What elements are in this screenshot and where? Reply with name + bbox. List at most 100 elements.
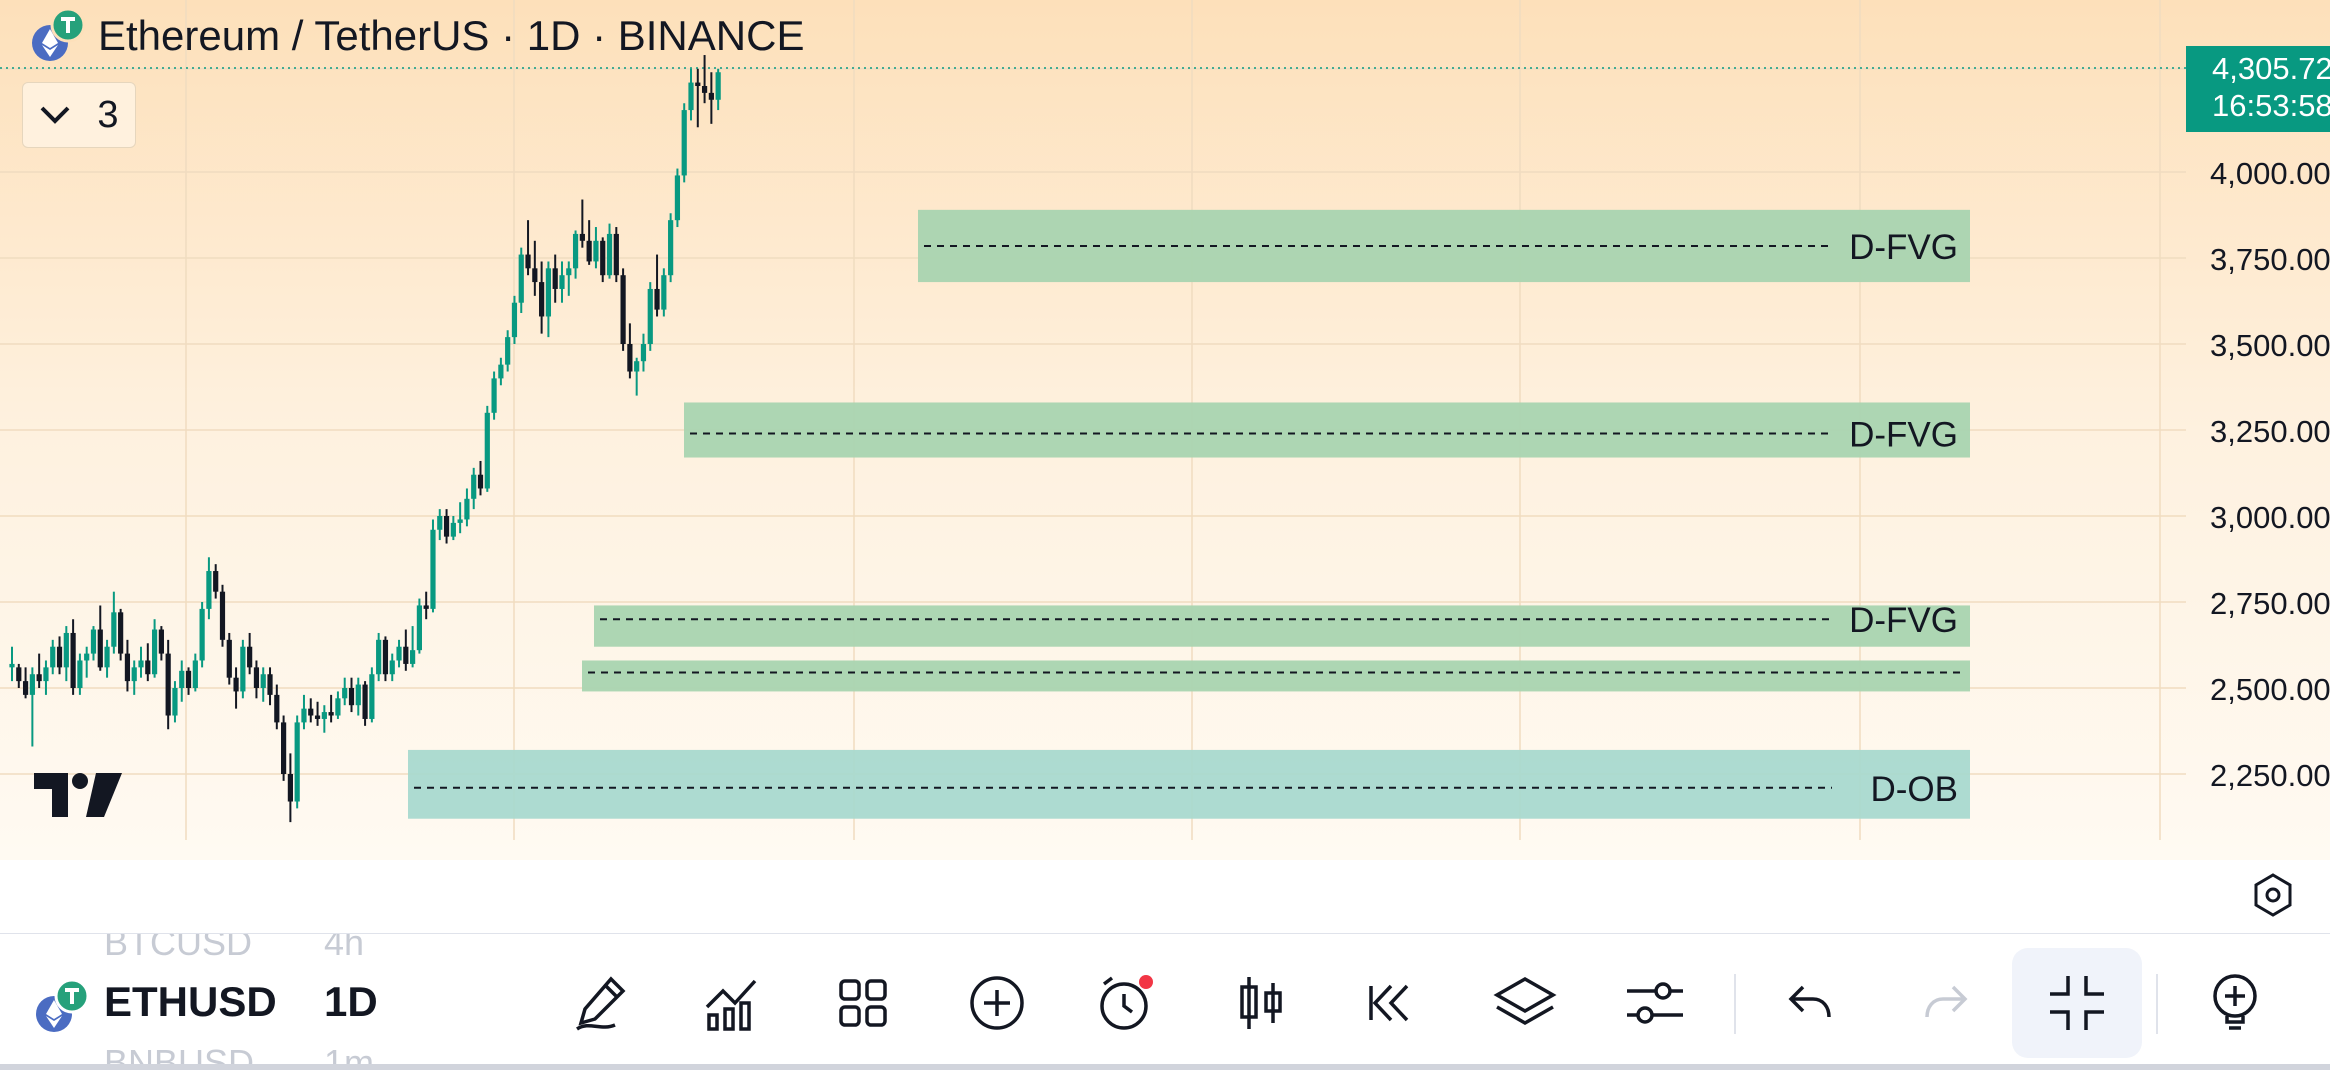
candle [539,261,545,334]
candle [498,357,504,386]
add-button[interactable] [958,964,1036,1042]
zones-layer: D-FVG D-FVG D-FVG D-OB [408,209,1970,819]
candle [606,223,613,279]
zone-box[interactable] [594,605,1970,647]
zone-d-ob[interactable]: D-OB [408,749,1970,819]
candle-body [151,629,158,675]
drawing-tools-button[interactable] [562,964,640,1042]
layers-button[interactable] [1486,964,1564,1042]
candle-body [477,474,484,489]
chart-settings-icon[interactable] [2250,872,2296,923]
settings-sliders-icon [1627,982,1683,1024]
candle-body [206,571,212,609]
candle [559,261,565,303]
replay-icon [1369,984,1409,1022]
candle [192,653,198,692]
candle [22,667,29,699]
prev-timeframe[interactable]: 4h [324,933,365,963]
candle [151,619,158,678]
candle [566,261,572,296]
candle [369,667,375,723]
settings-button[interactable] [1616,964,1694,1042]
candle-body [294,722,300,802]
candle [450,516,456,541]
candle-body [56,646,63,668]
candle [70,619,76,695]
candle-body [287,774,293,802]
zone-d-fvg[interactable]: D-FVG [918,209,1970,283]
zone-box[interactable] [582,660,1970,692]
tradingview-logo[interactable] [34,773,122,822]
candle [681,103,687,183]
candle [701,55,708,104]
price-tick-label: 3,000.00 [2210,500,2330,535]
candle-body [328,712,334,716]
candle-body [382,639,389,675]
undo-button[interactable] [1772,964,1850,1042]
candle-body [437,516,443,530]
candle [97,605,103,671]
candle-body [505,337,511,365]
current-timeframe[interactable]: 1D [324,978,378,1025]
zone-d-fvg[interactable]: D-FVG [684,402,1970,458]
candle [9,646,15,682]
candle-body [389,660,395,675]
zone-d-fvg[interactable]: D-FVG [594,601,1970,647]
candle-body [362,684,368,719]
alerts-button[interactable] [1088,964,1166,1042]
chart-type-button[interactable] [1222,964,1300,1042]
candle-body [43,667,49,682]
candle [423,591,429,620]
zone-box[interactable] [684,402,1970,458]
candle [505,330,511,372]
candle [172,681,178,723]
collapse-icon [2050,976,2104,1030]
candle-body [145,660,151,675]
current-symbol[interactable]: ETHUSD [104,978,277,1025]
ideas-button[interactable] [2196,964,2274,1042]
redo-button[interactable] [1906,964,1984,1042]
candle [118,608,124,661]
layout-button[interactable] [824,964,902,1042]
candle-body [321,712,327,719]
candle [124,639,131,692]
candle-body [253,667,260,688]
candle-body [410,650,416,664]
candle-body [600,240,606,276]
candle [593,227,599,269]
indicators-toggle-button[interactable]: 3 [22,82,136,148]
candle-body [16,667,22,682]
candle [43,660,49,695]
zone-box[interactable] [408,749,1970,819]
candle-body [545,268,552,317]
candle-body [579,233,585,241]
symbol-header[interactable]: Ethereum / TetherUS · 1D · BINANCE [30,7,804,64]
candle-body [192,660,198,688]
candle [179,660,185,702]
prev-symbol[interactable]: BTCUSD [104,933,253,963]
candle-body [179,670,185,688]
candle [90,626,97,661]
candle-body [158,629,164,654]
candle-body [430,529,436,609]
candle-body [443,516,450,537]
collapse-button[interactable] [2012,948,2142,1058]
candle [314,701,321,726]
candle-body [457,519,463,523]
candle [491,371,497,420]
candle [695,68,701,128]
candle [708,72,714,124]
replay-button[interactable] [1352,964,1430,1042]
plus-circle-icon [970,976,1024,1030]
candle [443,509,450,544]
candle [131,660,137,695]
candle [389,653,395,682]
zone-unlabeled[interactable] [582,660,1970,692]
candle [437,509,443,541]
zone-label: D-FVG [1849,228,1958,267]
candle-body [695,82,701,86]
candle-body [22,681,29,695]
indicators-button[interactable] [692,964,770,1042]
